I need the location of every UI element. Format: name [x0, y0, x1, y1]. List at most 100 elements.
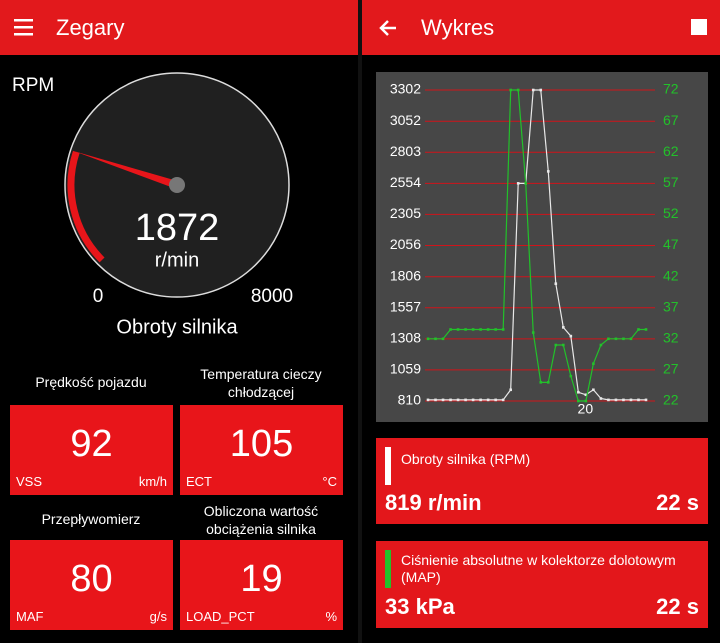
back-icon[interactable]: [376, 15, 402, 41]
data-point: [584, 399, 588, 403]
menu-icon[interactable]: [10, 15, 36, 41]
tile[interactable]: 80 MAF g/s: [10, 540, 173, 630]
tile[interactable]: 19 LOAD_PCT%: [180, 540, 343, 630]
tile-value: 80: [70, 558, 113, 600]
y2-tick-label: 62: [663, 143, 679, 159]
gauge-max: 8000: [251, 286, 293, 307]
y2-tick-label: 72: [663, 81, 679, 97]
header: [362, 0, 720, 55]
tile-code: MAF: [16, 609, 44, 624]
tile[interactable]: 92 VSS km/h: [10, 405, 173, 495]
data-point: [494, 398, 497, 402]
data-point: [501, 328, 505, 331]
tile-value: 92: [70, 423, 113, 465]
header: [0, 0, 358, 55]
y2-tick-label: 57: [663, 174, 679, 190]
data-point: [546, 381, 550, 384]
data-point: [494, 328, 497, 331]
y-tick-label: 1059: [390, 361, 421, 377]
y-tick-label: 3052: [390, 112, 421, 128]
data-point: [426, 398, 430, 402]
gauge-unit: r/min: [155, 249, 199, 271]
data-point: [592, 388, 595, 392]
y-tick-label: 810: [398, 392, 422, 408]
data-point: [607, 337, 610, 341]
y-tick-label: 3302: [390, 81, 421, 97]
data-point: [441, 337, 445, 341]
data-point: [637, 328, 640, 331]
header-title: Wykres: [421, 15, 495, 40]
x-tick-label: 20: [578, 401, 594, 417]
data-point: [479, 398, 482, 402]
tile-code: LOAD_PCT: [186, 609, 255, 624]
tile-unit: km/h: [138, 474, 167, 489]
data-point: [599, 343, 603, 347]
readout-title: Ciśnienie absolutne w kolektorze dolotow…: [401, 552, 676, 585]
readout-time: 22 s: [656, 490, 699, 515]
data-point: [569, 334, 573, 338]
data-point: [456, 398, 460, 402]
data-point: [584, 393, 588, 397]
gauge-value: 1872: [135, 207, 220, 249]
tile-value: 19: [240, 558, 283, 600]
y-tick-label: 2554: [390, 174, 421, 190]
y-tick-label: 2056: [390, 236, 421, 252]
tile-code: VSS: [16, 474, 43, 489]
data-point: [614, 398, 618, 402]
data-point: [449, 328, 452, 331]
gauge-label: RPM: [12, 75, 55, 96]
y-tick-label: 2305: [390, 205, 421, 221]
data-point: [486, 398, 490, 402]
y-tick-label: 1308: [390, 330, 421, 346]
data-point: [629, 337, 633, 341]
tile-unit: °C: [322, 474, 337, 489]
data-point: [577, 390, 580, 394]
data-point: [471, 398, 475, 402]
data-point: [599, 397, 603, 400]
data-point: [464, 398, 467, 402]
readout-card[interactable]: Ciśnienie absolutne w kolektorze dolotow…: [376, 541, 708, 628]
data-point: [464, 328, 467, 331]
y-tick-label: 1557: [390, 298, 421, 314]
data-point: [441, 398, 445, 402]
y-tick-label: 2803: [390, 143, 421, 159]
data-point: [516, 182, 520, 185]
readout-title: Obroty silnika (RPM): [401, 451, 531, 467]
data-point: [554, 343, 558, 347]
tile-code: ECT: [186, 474, 212, 489]
readout-card[interactable]: Obroty silnika (RPM) 819 r/min 22 s: [376, 438, 708, 524]
data-point: [434, 337, 437, 341]
tile-title: Temperatura cieczy chłodzącej: [200, 366, 322, 400]
tile-unit: g/s: [149, 609, 167, 624]
divider: [358, 0, 362, 643]
readout-value: 819 r/min: [385, 490, 482, 515]
series-line: [428, 89, 646, 401]
y2-tick-label: 42: [663, 267, 679, 283]
data-point: [426, 337, 430, 341]
data-point: [607, 398, 610, 402]
data-point: [629, 398, 633, 402]
y-tick-label: 1806: [390, 267, 421, 283]
stop-icon[interactable]: [691, 19, 707, 35]
tile[interactable]: 105 ECT °C: [180, 405, 343, 495]
data-point: [471, 328, 475, 331]
series-swatch: [385, 550, 391, 588]
gauge-name: Obroty silnika: [116, 316, 238, 338]
y2-tick-label: 37: [663, 298, 679, 314]
y2-tick-label: 52: [663, 205, 679, 221]
data-point: [509, 88, 512, 92]
y2-tick-label: 32: [663, 330, 679, 346]
data-point: [531, 88, 535, 92]
data-point: [577, 399, 580, 403]
tile-title: Przepływomierz: [41, 511, 141, 527]
tile-title: Prędkość pojazdu: [35, 374, 147, 390]
data-point: [622, 398, 625, 402]
data-point: [569, 374, 573, 378]
data-point: [546, 170, 550, 173]
data-point: [479, 328, 482, 331]
data-point: [501, 398, 505, 402]
data-point: [562, 326, 565, 329]
data-point: [509, 388, 512, 392]
data-point: [456, 328, 460, 331]
